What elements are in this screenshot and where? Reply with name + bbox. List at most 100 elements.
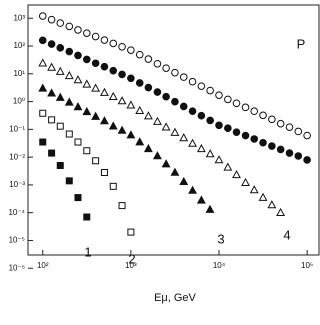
point (171, 97, 179, 106)
point (162, 64, 170, 72)
annotation: P (297, 36, 306, 51)
point (56, 44, 65, 52)
point (83, 147, 91, 155)
point (135, 79, 144, 87)
point (258, 192, 268, 201)
point (268, 142, 276, 150)
point (276, 119, 285, 128)
point (56, 162, 64, 170)
point (47, 40, 56, 48)
x-tick-label: 10³ (125, 261, 137, 270)
point (82, 55, 91, 64)
point (48, 149, 56, 157)
point (109, 182, 117, 190)
point (232, 128, 241, 137)
point (259, 111, 267, 120)
x-tick-label: 10⁴ (213, 261, 226, 270)
point (268, 115, 276, 124)
point (108, 91, 118, 100)
point (109, 39, 118, 48)
point (285, 149, 294, 157)
point (276, 145, 285, 154)
point (135, 50, 144, 59)
point (276, 207, 286, 216)
point (127, 74, 135, 83)
point (197, 82, 206, 90)
point (82, 29, 91, 37)
point (38, 58, 48, 67)
point (91, 83, 101, 92)
point (126, 100, 136, 109)
point (153, 59, 162, 68)
point (152, 151, 162, 160)
point (232, 170, 241, 179)
point (100, 168, 108, 176)
point (170, 167, 180, 176)
point (294, 152, 303, 160)
point (259, 138, 267, 147)
point (214, 155, 224, 164)
point (170, 127, 180, 136)
point (241, 177, 250, 187)
point (65, 130, 73, 138)
point (56, 19, 65, 27)
point (74, 194, 82, 202)
point (205, 204, 215, 213)
point (250, 135, 259, 143)
point (99, 116, 109, 125)
point (241, 103, 250, 112)
point (64, 97, 74, 106)
point (303, 156, 311, 164)
point (38, 36, 47, 45)
y-tick-label: 10⁰ (13, 97, 25, 106)
annotation: 4 (283, 227, 290, 242)
point (92, 157, 100, 165)
point (215, 121, 223, 130)
point (153, 88, 162, 96)
point (64, 70, 74, 80)
point (206, 116, 214, 125)
point (188, 185, 197, 194)
point (188, 77, 197, 86)
point (179, 102, 188, 111)
point (250, 107, 259, 116)
point (91, 111, 101, 120)
point (83, 213, 91, 221)
point (127, 46, 135, 54)
y-tick-label: 10⁻³ (9, 180, 25, 189)
point (74, 51, 82, 60)
x-tick-label: 10² (37, 261, 49, 270)
point (117, 96, 127, 105)
point (65, 22, 74, 31)
y-tick-label: 10¹ (13, 69, 25, 78)
point (100, 62, 109, 71)
annotation: 1 (84, 244, 91, 259)
point (82, 106, 92, 116)
point (39, 138, 47, 146)
point (55, 66, 65, 75)
point (74, 26, 82, 34)
point (143, 143, 153, 153)
point (152, 116, 162, 125)
y-tick-label: 10² (13, 41, 25, 50)
point (215, 91, 223, 99)
point (197, 111, 206, 120)
point (241, 131, 250, 140)
point (65, 177, 73, 185)
point (285, 123, 294, 131)
point (223, 162, 233, 171)
point (144, 83, 153, 92)
x-tick-label: 10⁵ (301, 261, 313, 270)
point (65, 47, 74, 56)
point (118, 42, 126, 51)
point (91, 32, 100, 41)
point (161, 159, 171, 168)
annotation: 3 (217, 231, 224, 246)
plot-frame (27, 4, 320, 256)
y-tick-label: 10⁻⁵ (9, 236, 25, 245)
point (179, 73, 188, 81)
point (249, 185, 259, 194)
point (196, 195, 206, 204)
point (99, 87, 109, 96)
